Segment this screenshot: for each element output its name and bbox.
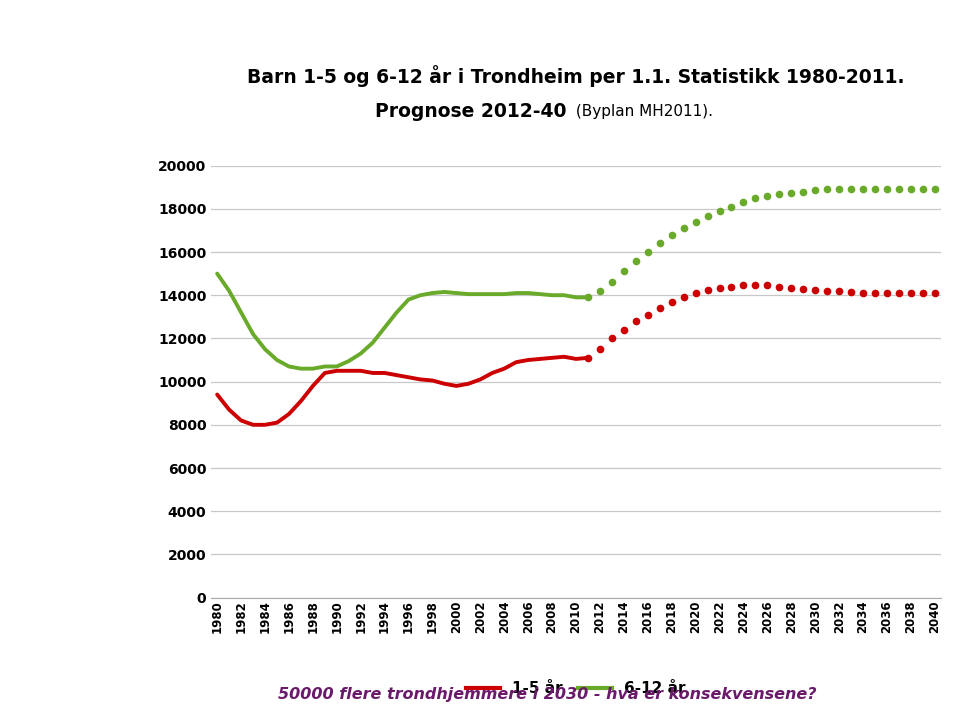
Text: (Byplan MH2011).: (Byplan MH2011).: [571, 104, 713, 119]
Text: Prognose 2012-40: Prognose 2012-40: [375, 102, 566, 121]
Text: 50000 flere trondhjemmere i 2030 - hva er konsekvensene?: 50000 flere trondhjemmere i 2030 - hva e…: [278, 687, 816, 702]
Text: Barn 1-5 og 6-12 år i Trondheim per 1.1. Statistikk 1980-2011.: Barn 1-5 og 6-12 år i Trondheim per 1.1.…: [248, 65, 904, 86]
Legend: 1-5 år, 6-12 år: 1-5 år, 6-12 år: [461, 675, 691, 702]
